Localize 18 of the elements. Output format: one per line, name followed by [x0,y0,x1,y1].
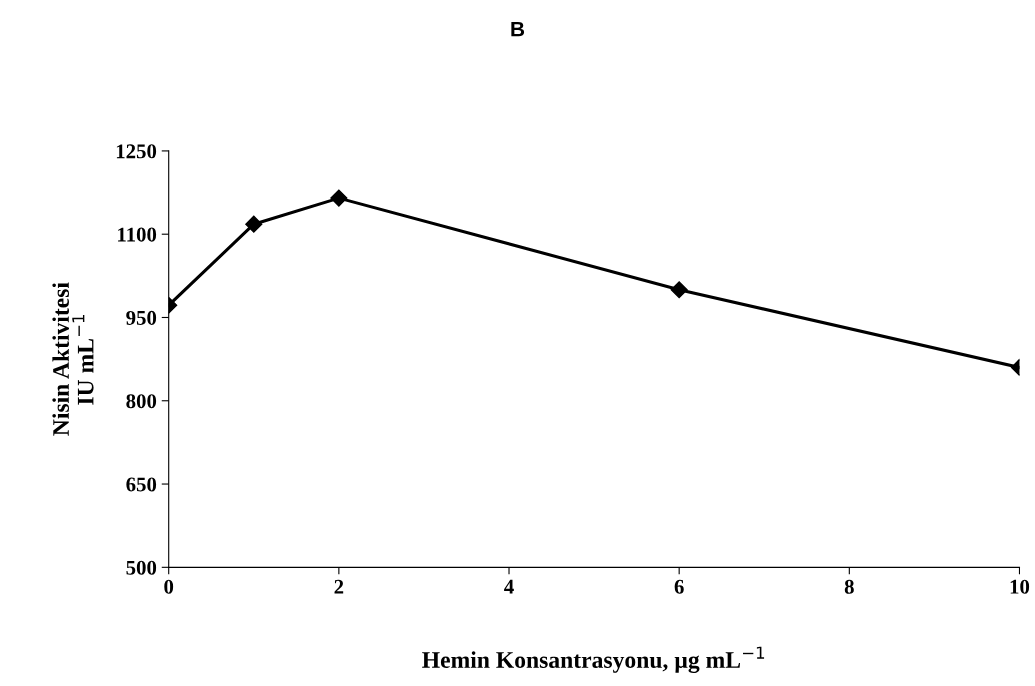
x-tick-label: 8 [844,579,854,594]
x-axis-title: Hemin Konsantrasyonu, µg mL$^{−1}$ [422,646,765,673]
y-tick-label: 1250 [116,144,157,159]
y-tick-label: 800 [126,394,157,409]
y-axis-title: Nisin Aktivitesi IU mL$^{−1}$ [52,282,94,436]
x-tick-label: 4 [504,579,514,594]
point [330,189,348,207]
y-tick-label: 1100 [118,227,157,242]
x-tick-label: 0 [164,579,174,594]
x-tick-label: 6 [674,579,684,594]
y-tick-label: 950 [126,310,157,325]
y-tick-label: 650 [126,477,157,492]
point [670,281,688,299]
chart-title: B [511,21,525,37]
point [245,215,263,233]
y-tick-label: 500 [126,560,157,575]
x-tick-label: 2 [334,579,344,594]
x-tick-label: 10 [1010,579,1030,594]
